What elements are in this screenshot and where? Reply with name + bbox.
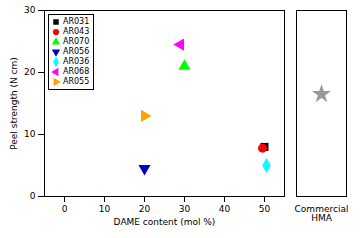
svg-text:50: 50 xyxy=(259,204,271,214)
html-text:AR068: AR068 xyxy=(63,67,90,76)
svg-text:10: 10 xyxy=(99,204,111,214)
html-text:AR055: AR055 xyxy=(63,77,90,86)
svg-text:20: 20 xyxy=(24,67,36,77)
svg-text:Peel strength (N cm): Peel strength (N cm) xyxy=(9,57,19,150)
html-text:AR070: AR070 xyxy=(63,37,90,46)
html-text:AR031: AR031 xyxy=(63,17,90,26)
html-text:AR036: AR036 xyxy=(63,57,90,66)
html-text:AR056: AR056 xyxy=(63,47,90,56)
svg-text:40: 40 xyxy=(219,204,231,214)
html-text:AR043: AR043 xyxy=(63,27,90,36)
svg-text:CommercialHMA: CommercialHMA xyxy=(295,204,349,223)
svg-text:0: 0 xyxy=(62,204,68,214)
svg-text:DAME content (mol %): DAME content (mol %) xyxy=(114,217,216,227)
svg-text:0: 0 xyxy=(30,191,36,201)
svg-text:10: 10 xyxy=(24,129,36,139)
svg-text:20: 20 xyxy=(139,204,151,214)
svg-text:30: 30 xyxy=(24,5,36,15)
svg-text:30: 30 xyxy=(179,204,191,214)
